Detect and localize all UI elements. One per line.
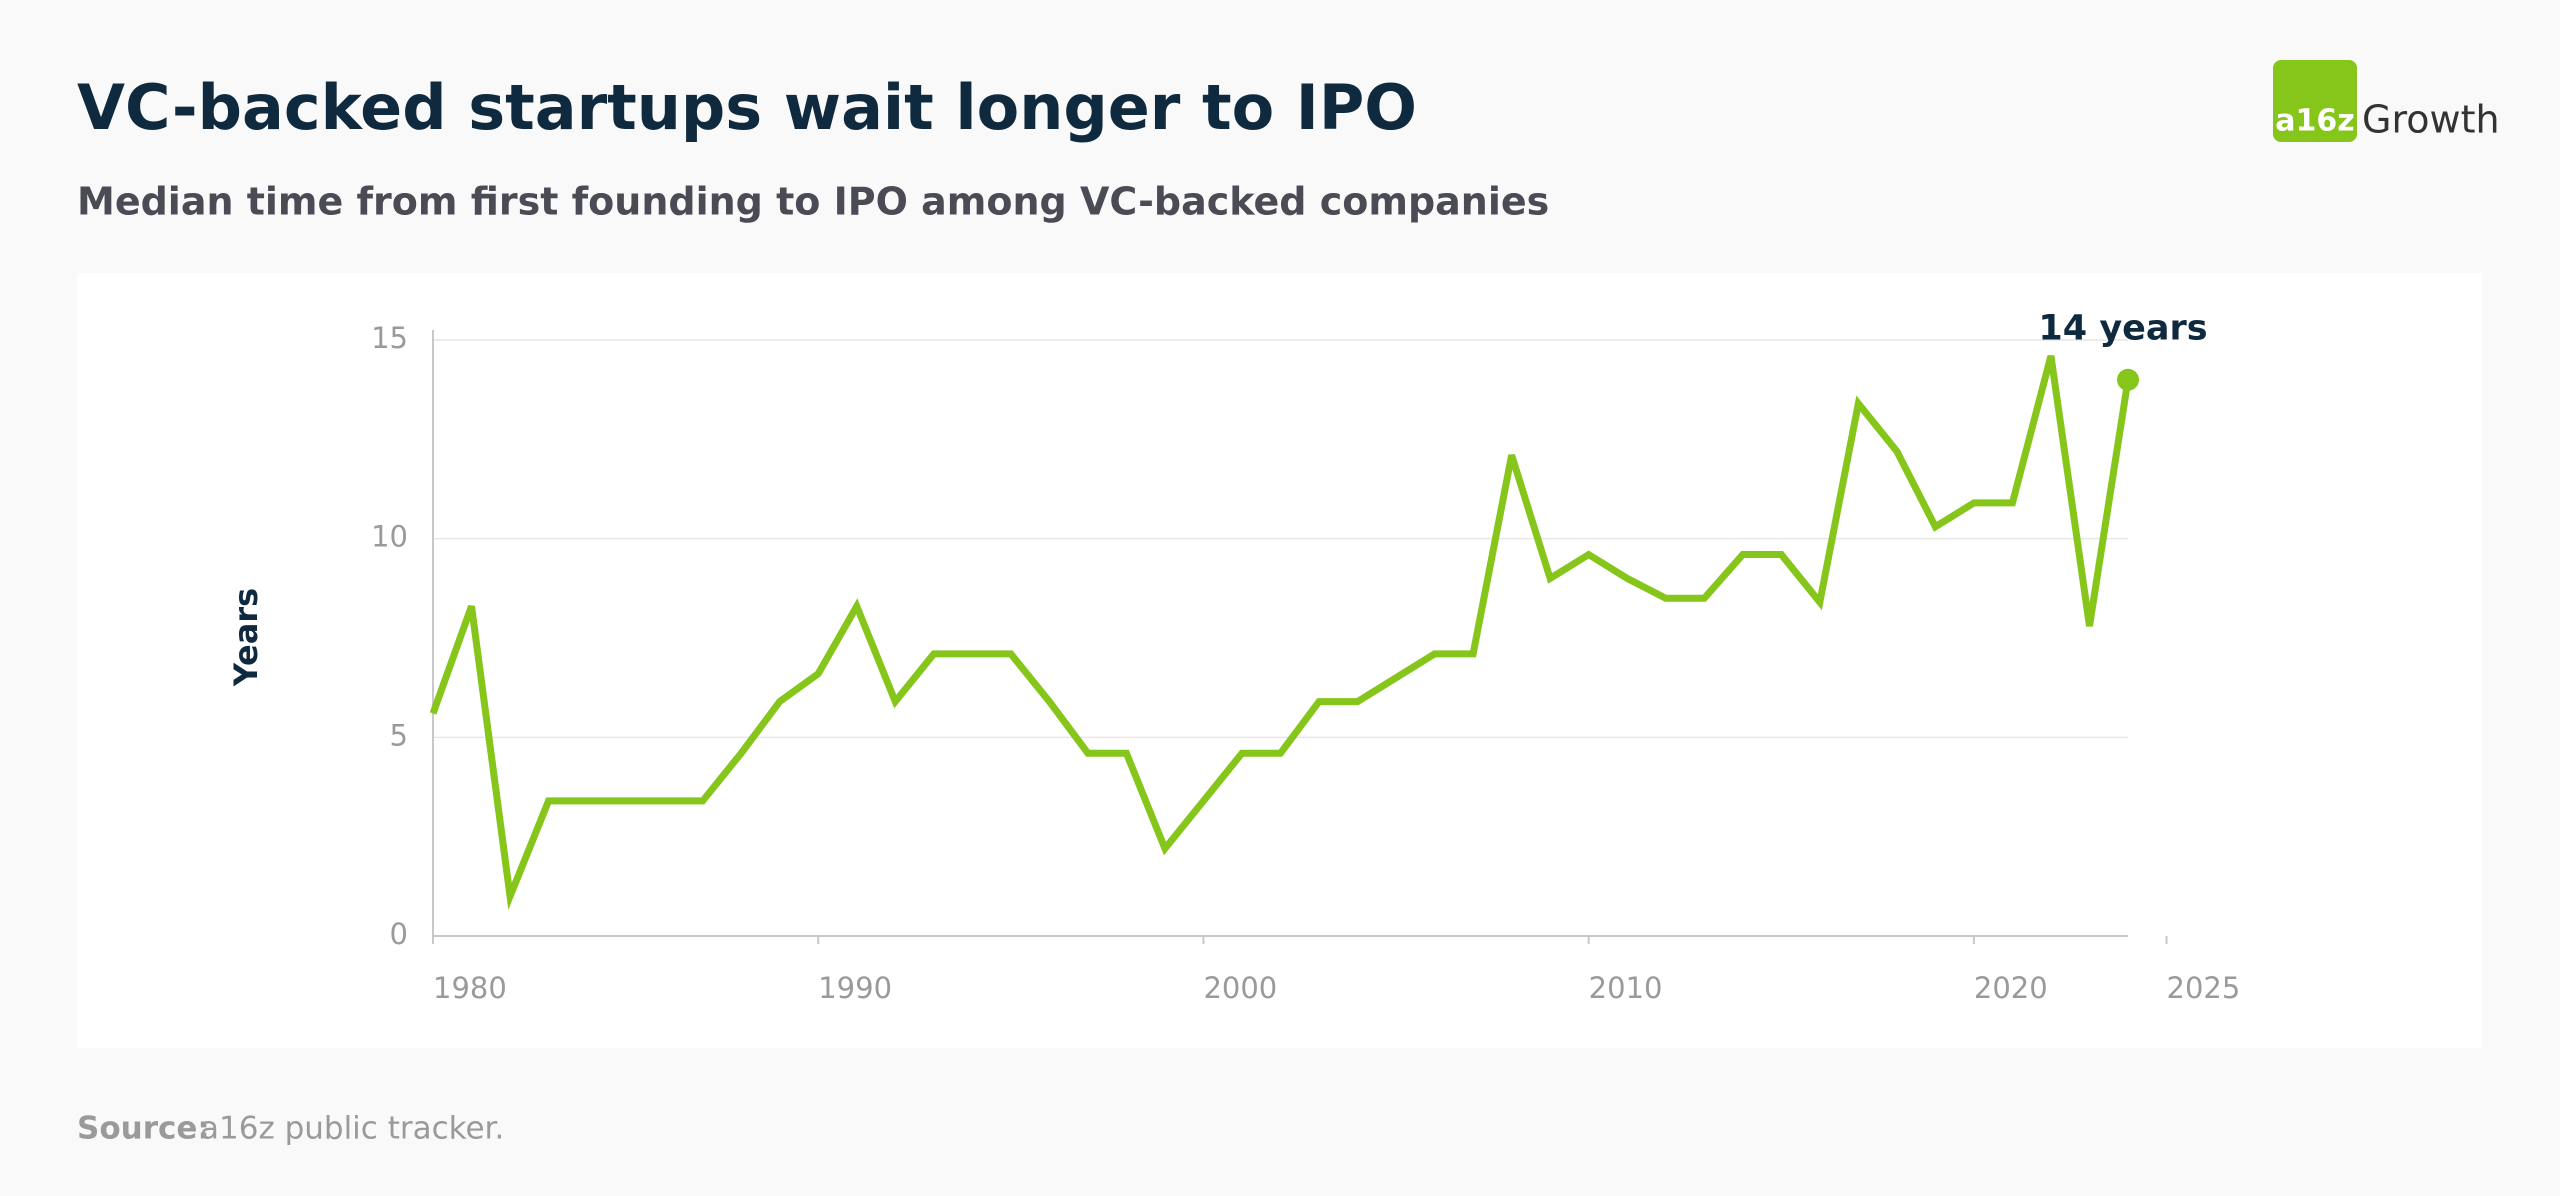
plot: 0 5 10 15 1980 1990 2000 2010 2020 2025 14 years [371,309,2240,1005]
y-tick-label: 5 [390,718,408,752]
end-dot [2117,368,2139,391]
x-tick-label: 1980 [433,971,507,1005]
x-tick-label: 2000 [1203,971,1277,1005]
x-tick-label: 2025 [2167,971,2241,1005]
y-tick-label: 15 [371,321,408,355]
x-tick-label: 2020 [1974,971,2048,1005]
source-label: Source: [77,1111,210,1147]
line [429,355,2132,910]
source-text: a16z public tracker. [200,1111,504,1147]
logo-text: Growth [2362,98,2500,142]
title: VC-backed startups wait longer to IPO [77,71,1417,144]
logo-badge [2273,60,2357,142]
y-tick-label: 10 [371,520,408,554]
logo-mark: a16z [2275,104,2354,139]
y-axis-label: Years [227,588,265,687]
subtitle: Median time from first founding to IPO a… [77,180,1549,224]
y-tick-label: 0 [390,917,408,951]
annotation: 14 years [2038,309,2207,349]
chart-card [77,273,2482,1048]
x-tick-label: 2010 [1589,971,1663,1005]
x-tick-label: 1990 [818,971,892,1005]
